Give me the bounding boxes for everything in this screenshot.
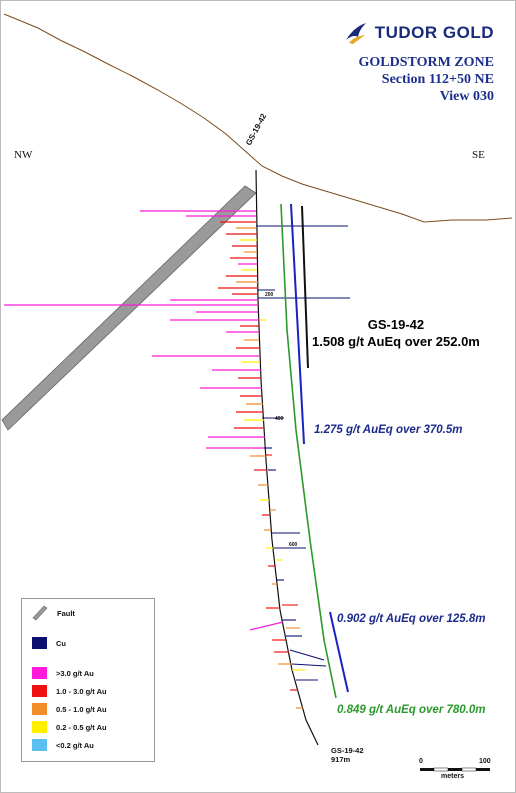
interval-label-1: 1.275 g/t AuEq over 370.5m xyxy=(314,424,463,436)
legend-item-lt02: <0.2 g/t Au xyxy=(32,739,94,751)
swatch-1-3 xyxy=(32,685,47,697)
legend-label-05-1: 0.5 - 1.0 g/t Au xyxy=(56,704,107,714)
legend-label-1-3: 1.0 - 3.0 g/t Au xyxy=(56,686,107,696)
swatch-gt3 xyxy=(32,667,47,679)
assay-right-small xyxy=(260,319,305,671)
hole-summary-title: GS-19-42 xyxy=(367,317,425,332)
legend-item-1-3: 1.0 - 3.0 g/t Au xyxy=(32,685,107,697)
hole-end-name: GS-19-42 xyxy=(331,746,364,755)
topography-line xyxy=(3,13,513,223)
swatch-cu xyxy=(32,637,47,649)
brand-logo: TUDOR GOLD xyxy=(343,20,494,46)
depth-tick-200: 200 xyxy=(265,292,274,298)
scale-unit: meters xyxy=(441,773,464,780)
direction-se: SE xyxy=(472,149,485,161)
section-title: Section 112+50 NE xyxy=(381,72,494,87)
hole-end-label: GS-19-42 917m xyxy=(331,746,364,764)
zone-title: GOLDSTORM ZONE xyxy=(358,55,495,70)
intercept-bar-blue-upper xyxy=(290,203,305,445)
intercept-bar-black xyxy=(301,205,309,369)
scale-max: 100 xyxy=(479,758,491,765)
legend-label-gt3: >3.0 g/t Au xyxy=(56,668,94,678)
interval-label-2: 0.902 g/t AuEq over 125.8m xyxy=(337,613,486,625)
intercept-bar-green-lower xyxy=(286,329,337,699)
view-title: View 030 xyxy=(439,89,494,104)
drillhole-trace xyxy=(255,169,319,746)
depth-tick-400: 400 xyxy=(275,416,284,422)
legend-label-02-05: 0.2 - 0.5 g/t Au xyxy=(56,722,107,732)
scale-min: 0 xyxy=(419,758,423,765)
legend-item-05-1: 0.5 - 1.0 g/t Au xyxy=(32,703,107,715)
hole-end-depth: 917m xyxy=(331,755,351,764)
swatch-02-05 xyxy=(32,721,47,733)
direction-nw: NW xyxy=(14,149,33,161)
legend-item-fault: Fault xyxy=(32,605,75,621)
depth-tick-600: 600 xyxy=(289,542,298,548)
hole-summary: GS-19-42 1.508 g/t AuEq over 252.0m xyxy=(312,316,480,350)
legend-item-gt3: >3.0 g/t Au xyxy=(32,667,94,679)
scale-bar-graphic xyxy=(420,767,490,772)
legend-item-02-05: 0.2 - 0.5 g/t Au xyxy=(32,721,107,733)
swatch-05-1 xyxy=(32,703,47,715)
brand-name: TUDOR GOLD xyxy=(374,23,494,42)
fault-band xyxy=(1,185,257,431)
intercept-bar-green xyxy=(280,203,288,331)
legend-label-lt02: <0.2 g/t Au xyxy=(56,740,94,750)
section-title-block: GOLDSTORM ZONE Section 112+50 NE View 03… xyxy=(359,54,495,105)
fault-band-icon xyxy=(32,605,48,621)
legend: Fault Cu >3.0 g/t Au 1.0 - 3.0 g/t Au 0.… xyxy=(21,598,155,762)
intercept-bar-blue-lower xyxy=(329,611,349,693)
legend-label-fault: Fault xyxy=(57,608,75,618)
assay-bars-left xyxy=(4,210,303,709)
legend-label-cu: Cu xyxy=(56,638,66,648)
eagle-logo-icon xyxy=(345,23,366,44)
interval-label-3: 0.849 g/t AuEq over 780.0m xyxy=(337,704,486,716)
hole-summary-value: 1.508 g/t AuEq over 252.0m xyxy=(312,334,480,349)
legend-item-cu: Cu xyxy=(32,637,66,649)
swatch-lt02 xyxy=(32,739,47,751)
